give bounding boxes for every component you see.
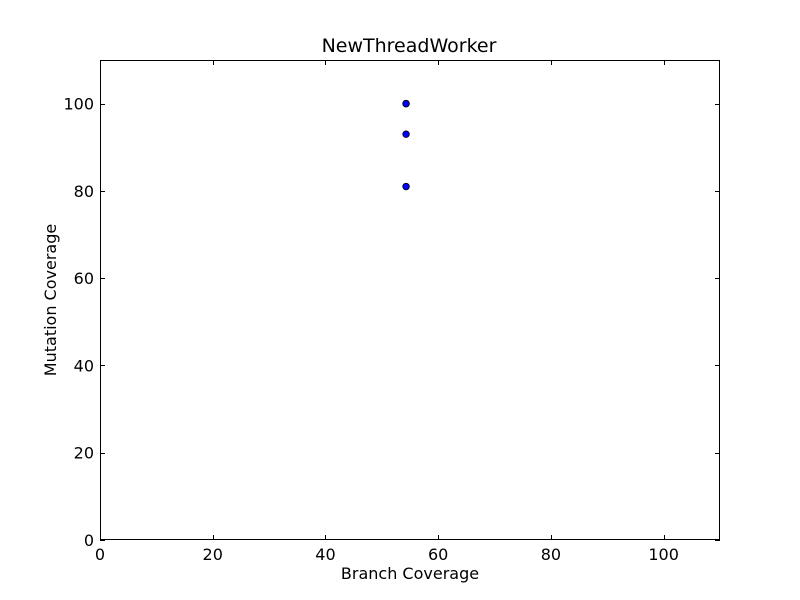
y-tick-label: 40 xyxy=(74,356,94,375)
x-tick-label: 80 xyxy=(541,545,561,564)
x-tick-label: 60 xyxy=(428,545,448,564)
x-tick-label: 40 xyxy=(315,545,335,564)
scatter-point xyxy=(402,182,410,191)
x-tick-label: 100 xyxy=(648,545,679,564)
y-tick-label: 0 xyxy=(84,531,94,550)
y-tick-label: 20 xyxy=(74,444,94,463)
y-tick-label: 60 xyxy=(74,269,94,288)
x-axis-label: Branch Coverage xyxy=(341,564,479,583)
plot-frame xyxy=(100,60,720,540)
y-tick-label: 100 xyxy=(63,95,94,114)
y-axis-label: Mutation Coverage xyxy=(41,224,60,376)
scatter-point xyxy=(402,130,410,138)
points-layer xyxy=(402,99,410,191)
scatter-point xyxy=(402,99,410,108)
y-tick-label: 80 xyxy=(74,182,94,201)
x-tick-label: 0 xyxy=(95,545,105,564)
ticks-layer: 0 20 40 60 80 100 0 20 40 60 80 100 xyxy=(63,60,720,564)
x-tick-label: 20 xyxy=(203,545,223,564)
chart-title: NewThreadWorker xyxy=(322,35,497,57)
